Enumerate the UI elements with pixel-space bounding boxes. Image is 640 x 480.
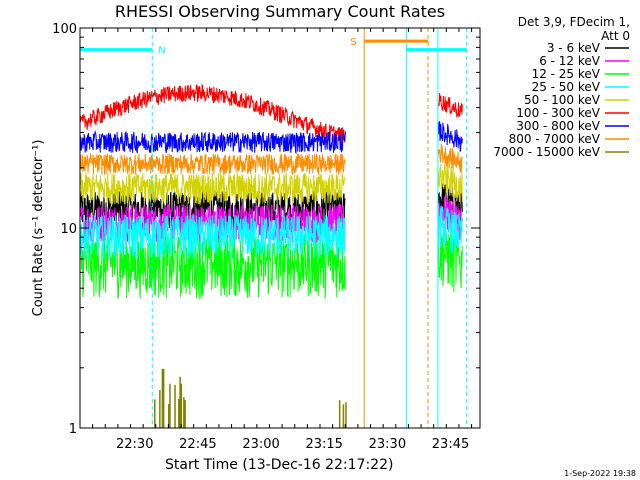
series-5: [79, 83, 463, 145]
x-axis-label: Start Time (13-Dec-16 22:17:22): [165, 457, 393, 473]
series-5-segment-1: [437, 92, 463, 119]
legend-label-5: 100 - 300 keV: [516, 106, 600, 120]
flag-label-0: N: [158, 46, 165, 57]
legend-label-7: 800 - 7000 keV: [509, 132, 601, 146]
legend-label-0: 3 - 6 keV: [547, 41, 601, 55]
x-tick-label: 23:15: [305, 437, 342, 452]
series-7-segment-0: [79, 152, 346, 176]
series-6-segment-0: [79, 130, 346, 155]
legend-label-3: 25 - 50 keV: [532, 80, 601, 94]
x-tick-label: 22:45: [179, 437, 216, 452]
footer-date: 1-Sep-2022 19:38: [564, 469, 636, 478]
legend-label-6: 300 - 800 keV: [516, 119, 600, 133]
legend-label-1: 6 - 12 keV: [539, 54, 601, 68]
series-3-segment-1: [437, 203, 463, 254]
y-tick-label: 1: [69, 422, 77, 437]
chart-title: RHESSI Observing Summary Count Rates: [115, 2, 445, 21]
x-tick-label: 23:00: [242, 437, 279, 452]
x-tick-label: 23:30: [369, 437, 406, 452]
series-3: [79, 203, 463, 260]
series-4: [79, 163, 463, 205]
series-4-segment-1: [437, 163, 463, 203]
legend-label-8: 7000 - 15000 keV: [493, 145, 600, 159]
legend-label-2: 12 - 25 keV: [532, 67, 601, 81]
y-axis-label: Count Rate (s⁻¹ detector⁻¹): [31, 140, 46, 317]
series-3-segment-0: [79, 213, 346, 260]
series-6-segment-1: [437, 121, 463, 153]
flag-label-1: S: [350, 37, 356, 48]
y-tick-label: 10: [60, 222, 77, 237]
x-tick-label: 22:30: [116, 437, 153, 452]
legend-header-line1: Det 3,9, FDecim 1,: [518, 15, 630, 29]
series-7: [79, 144, 463, 176]
legend-label-4: 50 - 100 keV: [524, 93, 601, 107]
series-7-segment-1: [437, 144, 463, 174]
y-tick-label: 100: [52, 22, 77, 37]
data-traces: [79, 83, 463, 428]
axes-frame: 1 10 100 22:30 22:45 23:00 23:15 23:30 23:45: [52, 22, 481, 452]
series-6: [79, 121, 463, 155]
legend-header-line2: Att 0: [601, 29, 630, 43]
series-7000-15000-spikes: [154, 368, 347, 428]
series-4-segment-0: [79, 172, 346, 205]
x-tick-label: 23:45: [432, 437, 469, 452]
series-5-segment-0: [79, 83, 346, 145]
